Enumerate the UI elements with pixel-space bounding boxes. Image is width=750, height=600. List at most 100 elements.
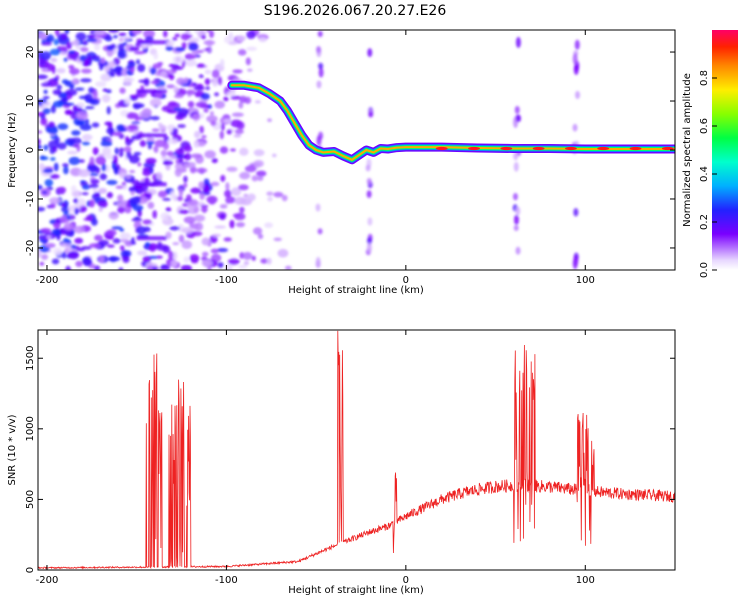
noise-blob [128,46,140,52]
noise-blob [90,178,100,185]
noise-blob [232,69,243,74]
noise-blob [125,135,130,143]
noise-blob [148,255,159,259]
noise-blob [57,142,67,150]
noise-blob [230,95,241,100]
snr-x-label: Height of straight line (km) [288,585,424,596]
noise-blob [95,81,107,87]
noise-blob [137,209,142,218]
noise-blob [59,242,71,248]
noise-blob [80,246,92,250]
signal-track-line [230,84,675,161]
noise-blob [60,202,68,208]
snr-series-line [38,330,675,570]
noise-blob [38,206,46,212]
noise-blob [217,76,223,86]
noise-blob [266,191,274,196]
noise-blob [284,265,292,270]
noise-blob [45,242,56,248]
noise-blob [58,45,67,50]
noise-blob [82,133,92,142]
feature-blob [366,237,372,245]
noise-blob [112,238,121,244]
noise-blob [199,31,205,36]
noise-blob [40,117,48,126]
noise-blob [88,183,99,189]
noise-blob [107,244,115,248]
noise-blob [200,204,209,208]
noise-blob [60,51,67,56]
signal-hotspot [435,146,448,151]
noise-blob [40,113,46,120]
noise-blob [252,227,263,235]
spectrogram-track [227,80,675,165]
noise-blob [201,259,213,267]
noise-blob [70,112,78,120]
feature-blob [513,152,519,161]
feature-blob [366,242,372,254]
noise-blob [223,237,232,242]
noise-blob [128,186,136,192]
feature-blob [318,62,324,70]
noise-blob [116,124,125,133]
noise-blob [102,88,108,92]
noise-blob [178,147,184,153]
noise-blob [41,254,49,260]
noise-blob [206,30,212,33]
noise-blob [220,123,225,131]
noise-blob [194,30,200,34]
noise-blob [226,166,238,172]
noise-blob [239,147,249,156]
noise-blob [233,133,242,138]
noise-blob [253,149,265,157]
noise-blob [207,265,212,270]
noise-blob [46,63,55,72]
feature-blob [515,246,521,255]
noise-blob [238,184,249,191]
noise-blob [38,250,42,259]
noise-blob [267,118,272,123]
noise-blob [182,203,189,207]
noise-blob [165,231,172,240]
noise-blob [113,166,119,175]
noise-blob [230,148,236,152]
noise-blob [267,196,273,202]
noise-blob [111,226,123,230]
noise-blob [118,267,124,270]
noise-blob [104,121,113,126]
noise-blob [123,76,132,86]
noise-blob [196,63,206,68]
signal-hotspot [661,146,674,151]
noise-blob [114,147,119,155]
noise-blob [223,118,231,123]
noise-blob [219,204,228,209]
noise-blob [128,124,139,130]
noise-blob [184,77,189,84]
noise-blob [226,91,236,97]
noise-blob [126,112,139,119]
noise-blob [124,250,132,257]
noise-blob [131,30,143,35]
noise-blob [92,90,98,99]
noise-blob [173,86,179,94]
noise-blob [186,89,196,95]
noise-blob [137,162,142,167]
noise-blob [88,199,95,208]
noise-blob [102,147,112,156]
noise-blob [91,122,100,128]
noise-blob [191,82,198,86]
feature-blob [317,228,323,235]
noise-blob [174,47,186,52]
noise-blob [39,239,49,243]
noise-blob [95,155,107,165]
noise-blob [78,159,85,163]
noise-blob [204,47,210,51]
noise-blob [82,184,90,190]
noise-blob [100,73,112,82]
feature-blob [574,39,580,50]
noise-blob [169,226,181,231]
noise-blob [115,185,124,190]
noise-blob [128,154,140,164]
noise-blob [89,173,99,177]
